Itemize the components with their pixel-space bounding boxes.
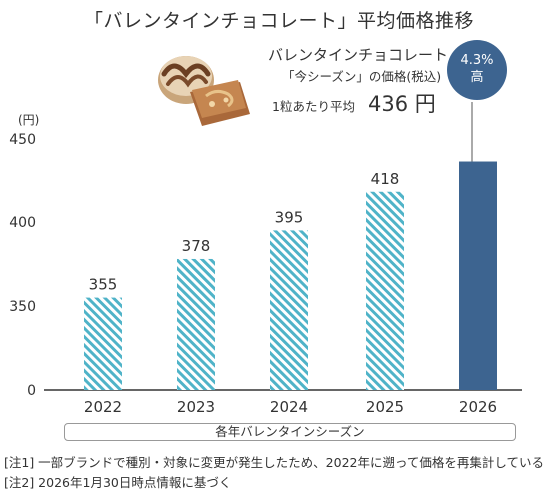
- bar-2024: [270, 230, 308, 390]
- average-label: 1粒あたり平均: [272, 99, 355, 114]
- bar-2026: [459, 161, 497, 390]
- y-tick-label: 0: [27, 383, 36, 399]
- y-tick-label: 400: [9, 215, 36, 231]
- chocolate-icon: [158, 56, 250, 126]
- x-tick-label: 2023: [177, 398, 215, 416]
- note-1: [注1] 一部ブランドで種別・対象に変更が発生したため、2022年に遡って価格を…: [4, 455, 544, 470]
- callout-subtitle: 「今シーズン」の価格(税込): [282, 69, 442, 84]
- data-label-2025: 418: [371, 170, 400, 188]
- y-tick-label: 450: [9, 132, 36, 148]
- growth-badge: 4.3% 高: [447, 40, 507, 100]
- x-tick-label: 2022: [84, 398, 122, 416]
- average-value: 436 円: [368, 92, 436, 116]
- note-2: [注2] 2026年1月30日時点情報に基づく: [4, 475, 232, 490]
- data-label-2023: 378: [182, 237, 211, 255]
- x-tick-label: 2026: [459, 398, 497, 416]
- y-tick-label: 350: [9, 299, 36, 315]
- bar-2022: [84, 297, 122, 390]
- chart-title: 「バレンタインチョコレート」平均価格推移: [83, 10, 474, 32]
- bar-2025: [366, 191, 404, 390]
- growth-percent: 4.3%: [460, 53, 494, 68]
- callout-title: バレンタインチョコレート: [268, 46, 449, 64]
- x-tick-label: 2025: [366, 398, 404, 416]
- season-label: 各年バレンタインシーズン: [64, 423, 516, 441]
- bar-2023: [177, 258, 215, 390]
- data-label-2024: 395: [275, 208, 304, 226]
- data-label-2022: 355: [89, 276, 118, 294]
- y-axis-unit: (円): [18, 113, 39, 127]
- x-tick-label: 2024: [270, 398, 308, 416]
- growth-label: 高: [470, 70, 484, 85]
